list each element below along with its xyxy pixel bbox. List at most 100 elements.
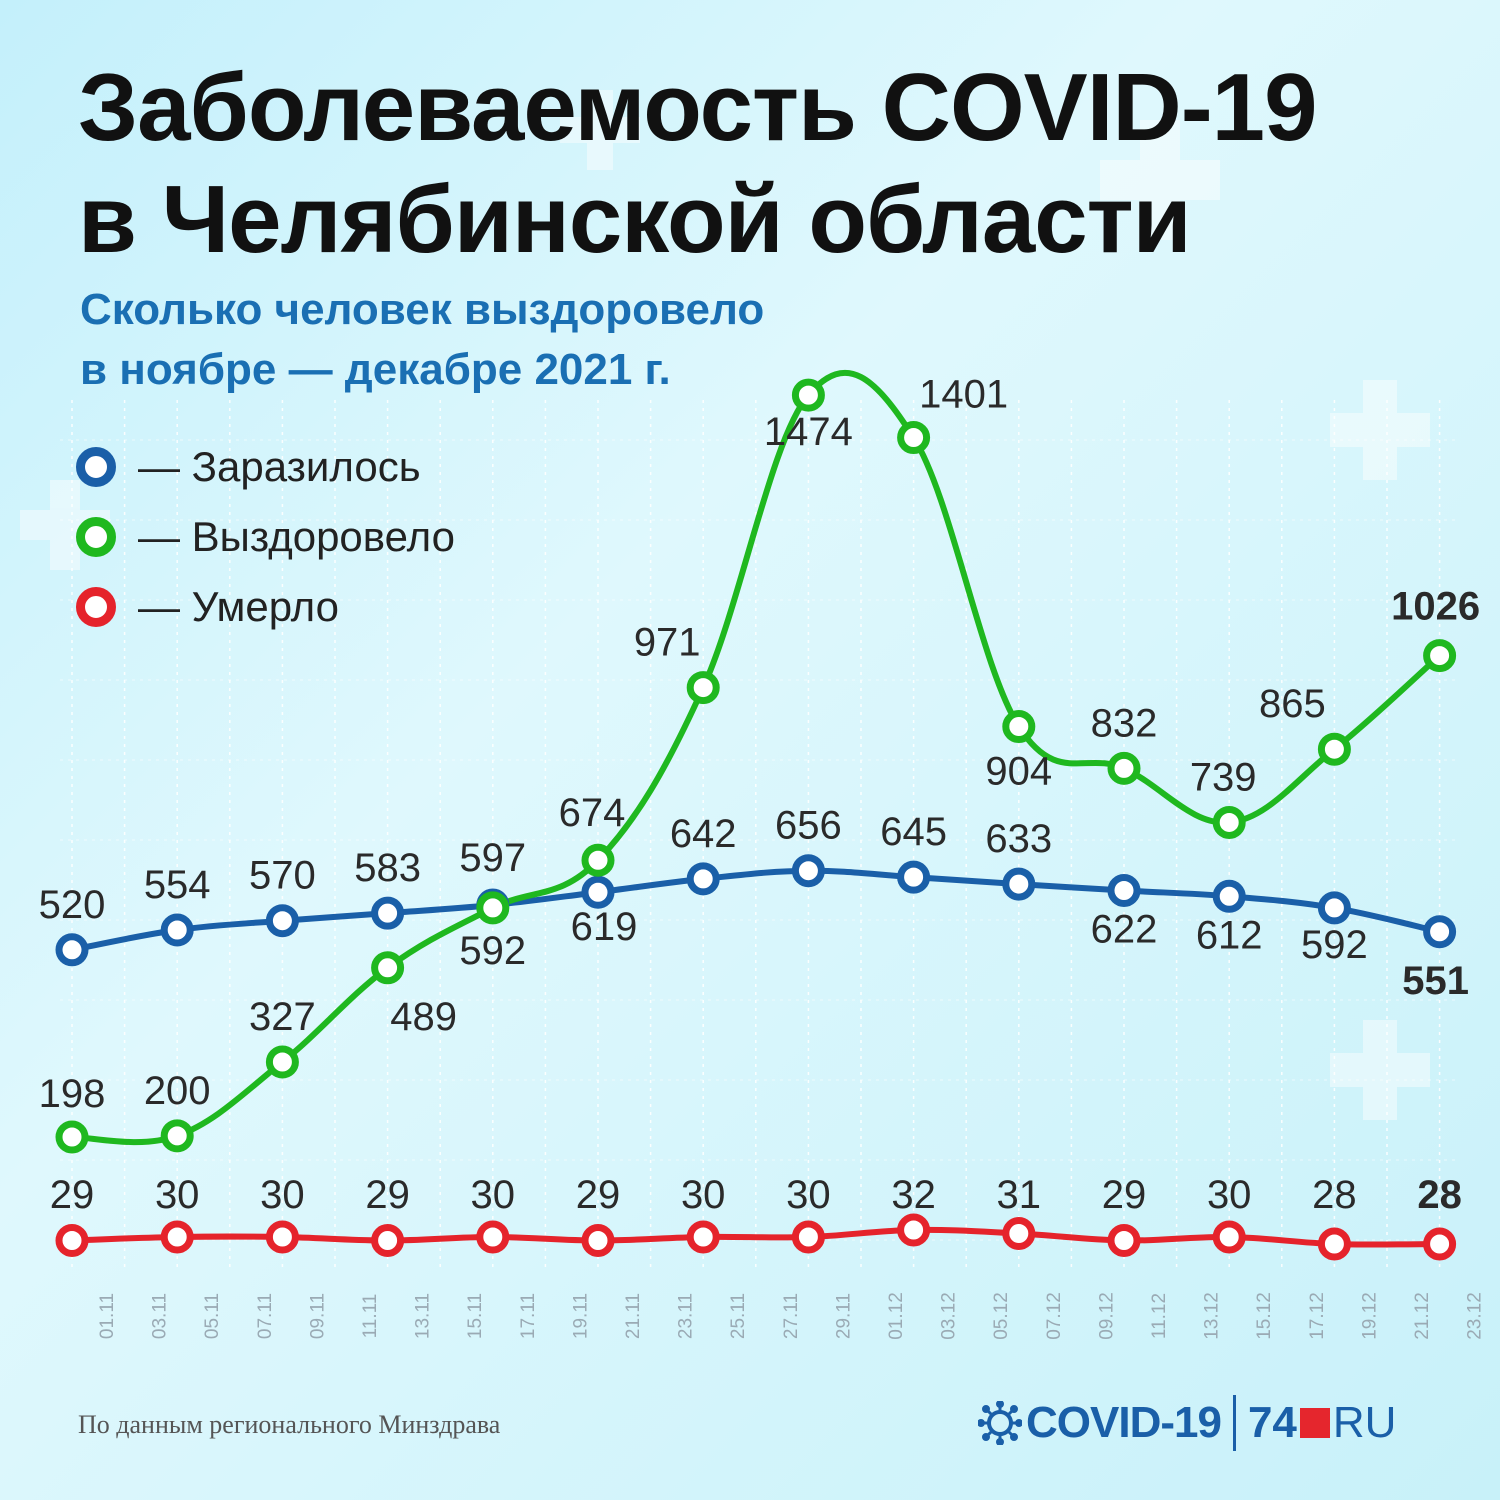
point-recovered: [1212, 805, 1246, 839]
value-label-recovered: 327: [249, 995, 316, 1039]
chart-legend: — Заразилось — Выздоровело — Умерло: [76, 432, 455, 642]
x-tick-label: 09.11: [307, 1293, 328, 1339]
value-label-infected: 622: [1091, 907, 1158, 951]
value-label-died: 29: [50, 1173, 95, 1217]
point-recovered: [1423, 639, 1457, 673]
x-tick-label: 17.12: [1307, 1292, 1328, 1340]
value-label-infected: 633: [985, 817, 1052, 861]
x-tick-label: 11.12: [1149, 1293, 1170, 1339]
point-died: [1002, 1217, 1036, 1250]
x-tick-label: 15.11: [465, 1293, 486, 1339]
title-line-1: Заболеваемость COVID-19: [78, 54, 1317, 161]
value-label-recovered: 1026: [1391, 585, 1480, 629]
point-recovered: [1002, 710, 1036, 744]
value-label-died: 29: [576, 1173, 621, 1217]
legend-marker-died: [76, 587, 116, 627]
point-recovered: [55, 1120, 89, 1154]
value-label-recovered: 832: [1091, 701, 1158, 745]
point-died: [160, 1220, 194, 1254]
x-axis-tick-labels: 01.11 03.11 05.11 07.11 09.11 11.11 13.11 15.11…: [97, 1292, 1486, 1340]
point-infected: [897, 860, 931, 894]
value-label-recovered: 739: [1190, 755, 1257, 799]
x-tick-label: 19.12: [1359, 1292, 1380, 1340]
value-label-recovered: 200: [144, 1069, 211, 1113]
logo-divider: [1232, 1395, 1236, 1451]
x-tick-label: 05.12: [991, 1292, 1012, 1340]
value-label-infected: 612: [1196, 913, 1263, 957]
value-label-recovered: 971: [634, 621, 701, 665]
value-label-died: 30: [471, 1173, 516, 1217]
point-died: [1212, 1220, 1246, 1254]
logo-ru-text: RU: [1332, 1398, 1397, 1447]
value-label-recovered: 489: [390, 995, 457, 1039]
covid-74ru-logo[interactable]: COVID-19 74 RU: [978, 1388, 1396, 1458]
value-label-infected: 570: [249, 854, 316, 898]
point-infected: [371, 896, 405, 930]
value-label-infected: 619: [571, 905, 638, 949]
x-tick-label: 01.12: [886, 1292, 907, 1340]
x-tick-label: 17.11: [518, 1293, 539, 1339]
point-recovered: [791, 378, 825, 412]
point-infected: [791, 854, 825, 888]
background-cross-decoration: [1330, 1020, 1430, 1120]
logo-number-text: 74: [1247, 1398, 1297, 1447]
point-infected: [265, 904, 299, 938]
point-infected: [1423, 915, 1457, 949]
point-died: [476, 1220, 510, 1254]
value-label-recovered: 865: [1259, 682, 1326, 726]
value-label-infected: 583: [354, 846, 421, 890]
point-died: [581, 1224, 615, 1257]
x-tick-label: 23.11: [676, 1293, 697, 1339]
legend-marker-recovered: [76, 517, 116, 557]
point-infected: [1002, 867, 1036, 901]
point-died: [1317, 1227, 1351, 1261]
point-recovered: [160, 1119, 194, 1153]
point-died: [686, 1220, 720, 1254]
x-tick-label: 05.11: [202, 1293, 223, 1339]
point-recovered: [897, 421, 931, 455]
x-tick-label: 27.11: [781, 1293, 802, 1339]
point-infected: [55, 933, 89, 967]
value-label-died: 28: [1417, 1173, 1462, 1217]
value-label-infected: 642: [670, 812, 737, 856]
point-died: [1423, 1227, 1457, 1261]
x-tick-label: 19.11: [570, 1293, 591, 1339]
point-recovered: [686, 671, 720, 705]
point-infected: [686, 862, 720, 896]
value-label-died: 30: [1207, 1173, 1252, 1217]
logo-covid-text: COVID-19: [1026, 1398, 1222, 1447]
point-died: [1107, 1224, 1141, 1257]
chart-points: [55, 378, 1457, 1261]
value-label-recovered: 1474: [764, 410, 853, 454]
point-recovered: [265, 1045, 299, 1079]
value-label-infected: 645: [880, 810, 947, 854]
point-infected: [160, 913, 194, 947]
value-label-died: 30: [260, 1173, 305, 1217]
page-title: Заболеваемость COVID-19 в Челябинской об…: [78, 52, 1317, 276]
value-label-died: 32: [891, 1173, 936, 1217]
chart-value-labels: 520 554 570 583 597 619 642 656 645 633 622 612 592 5…: [39, 373, 1480, 1217]
subtitle-line-1: Сколько человек выздоровело: [80, 285, 765, 334]
x-tick-label: 01.11: [97, 1293, 118, 1339]
x-tick-label: 03.12: [939, 1292, 960, 1340]
legend-item-died: — Умерло: [76, 572, 455, 642]
value-label-died: 29: [365, 1173, 410, 1217]
x-tick-label: 15.12: [1254, 1292, 1275, 1340]
legend-label-infected: — Заразилось: [138, 443, 421, 490]
value-label-infected: 592: [1301, 923, 1368, 967]
value-label-died: 30: [786, 1173, 831, 1217]
value-label-infected: 520: [39, 883, 106, 927]
value-label-infected: 656: [775, 804, 842, 848]
point-infected: [1212, 879, 1246, 913]
series-line-recovered: [69, 369, 1443, 1146]
x-tick-label: 23.12: [1465, 1292, 1486, 1340]
point-recovered: [371, 951, 405, 985]
point-recovered: [1107, 751, 1141, 785]
point-infected: [1107, 873, 1141, 907]
point-died: [265, 1220, 299, 1254]
x-tick-label: 07.11: [255, 1293, 276, 1339]
point-recovered: [476, 891, 510, 925]
virus-icon: [978, 1401, 1022, 1445]
value-label-died: 30: [155, 1173, 200, 1217]
point-died: [897, 1213, 931, 1247]
